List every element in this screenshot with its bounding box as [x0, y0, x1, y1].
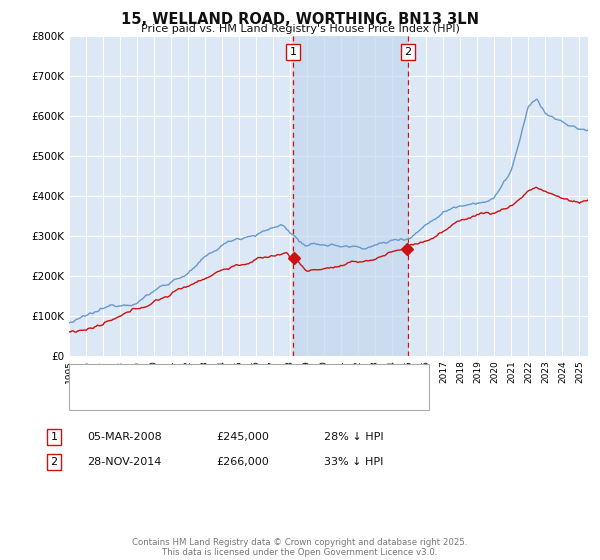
Text: 28-NOV-2014: 28-NOV-2014 [87, 457, 161, 467]
Text: 33% ↓ HPI: 33% ↓ HPI [324, 457, 383, 467]
Text: 05-MAR-2008: 05-MAR-2008 [87, 432, 162, 442]
Text: 1: 1 [50, 432, 58, 442]
Text: 2: 2 [404, 48, 412, 57]
Text: £266,000: £266,000 [216, 457, 269, 467]
Text: 15, WELLAND ROAD, WORTHING, BN13 3LN: 15, WELLAND ROAD, WORTHING, BN13 3LN [121, 12, 479, 27]
Text: HPI: Average price, detached house, Worthing: HPI: Average price, detached house, Wort… [96, 395, 326, 405]
Text: —: — [78, 393, 94, 407]
Bar [293, 36, 408, 356]
Text: 15, WELLAND ROAD, WORTHING, BN13 3LN (detached house): 15, WELLAND ROAD, WORTHING, BN13 3LN (de… [96, 370, 405, 380]
Text: —: — [78, 368, 94, 382]
Text: 1: 1 [290, 48, 296, 57]
Text: 28% ↓ HPI: 28% ↓ HPI [324, 432, 383, 442]
Text: Contains HM Land Registry data © Crown copyright and database right 2025.
This d: Contains HM Land Registry data © Crown c… [132, 538, 468, 557]
Text: £245,000: £245,000 [216, 432, 269, 442]
Text: 2: 2 [50, 457, 58, 467]
Text: Price paid vs. HM Land Registry's House Price Index (HPI): Price paid vs. HM Land Registry's House … [140, 24, 460, 34]
